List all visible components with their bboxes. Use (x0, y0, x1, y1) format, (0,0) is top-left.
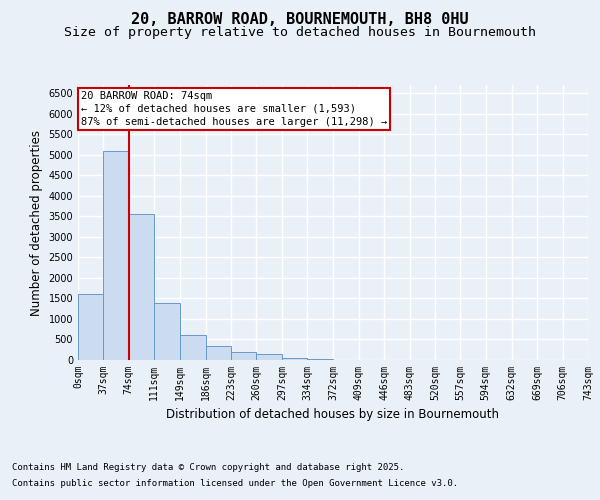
Bar (78, 294, 103, 360)
Y-axis label: Number of detached properties: Number of detached properties (30, 130, 43, 316)
Text: Contains public sector information licensed under the Open Government Licence v3: Contains public sector information licen… (12, 478, 458, 488)
Bar (206, 346, 231, 360)
Text: 20, BARROW ROAD, BOURNEMOUTH, BH8 0HU: 20, BARROW ROAD, BOURNEMOUTH, BH8 0HU (131, 12, 469, 28)
Bar (180, 334, 206, 360)
Text: 20 BARROW ROAD: 74sqm
← 12% of detached houses are smaller (1,593)
87% of semi-d: 20 BARROW ROAD: 74sqm ← 12% of detached … (81, 90, 387, 127)
Bar (256, 354, 282, 360)
X-axis label: Distribution of detached houses by size in Bournemouth: Distribution of detached houses by size … (167, 408, 499, 422)
Bar (103, 150, 129, 360)
Bar (154, 302, 180, 360)
Bar (231, 352, 256, 360)
Text: Contains HM Land Registry data © Crown copyright and database right 2025.: Contains HM Land Registry data © Crown c… (12, 464, 404, 472)
Bar (129, 214, 154, 360)
Bar (307, 359, 334, 360)
Bar (282, 358, 307, 360)
Text: Size of property relative to detached houses in Bournemouth: Size of property relative to detached ho… (64, 26, 536, 39)
